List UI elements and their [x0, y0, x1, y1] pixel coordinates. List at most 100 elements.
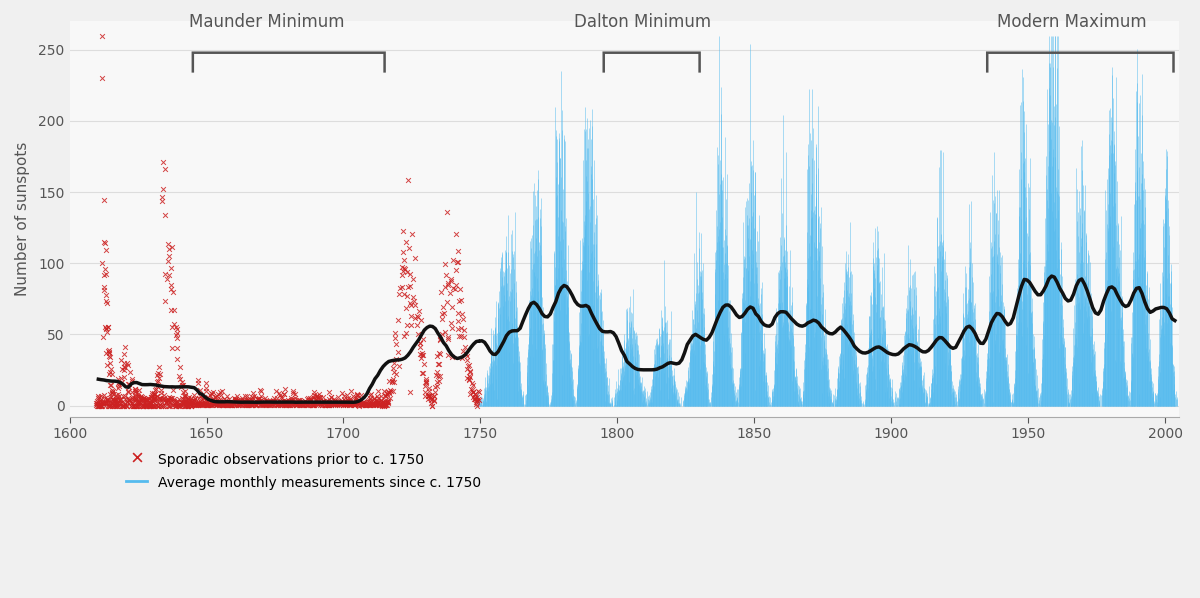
Point [88, 396, 107, 406]
Point [100, 401, 119, 410]
Point [372, 391, 391, 401]
Point [242, 399, 262, 409]
Point [224, 399, 244, 409]
Point [325, 399, 344, 409]
Point [208, 399, 227, 409]
Point [350, 396, 370, 406]
Point [194, 399, 214, 409]
Point [164, 305, 184, 315]
Point [200, 398, 220, 407]
Point [456, 349, 475, 358]
Point [415, 381, 434, 390]
Point [270, 399, 289, 409]
Point [202, 388, 221, 398]
Point [299, 400, 318, 410]
Point [150, 374, 169, 383]
Point [223, 398, 242, 407]
Point [313, 396, 332, 405]
Point [344, 399, 364, 408]
Point [124, 401, 143, 410]
Point [96, 398, 115, 408]
Point [311, 393, 330, 403]
Point [235, 396, 254, 406]
Point [352, 399, 371, 408]
Point [199, 401, 218, 410]
Point [115, 392, 134, 401]
Point [198, 392, 217, 401]
Point [156, 398, 175, 407]
Point [416, 375, 436, 385]
Point [143, 401, 162, 410]
Point [220, 400, 239, 410]
Point [95, 237, 114, 247]
Point [178, 395, 197, 405]
Point [212, 399, 232, 409]
Point [305, 399, 324, 408]
Point [230, 395, 250, 404]
Point [319, 394, 338, 404]
Point [271, 397, 290, 407]
Point [157, 397, 176, 407]
Point [262, 400, 281, 410]
Point [194, 400, 214, 410]
Point [349, 401, 368, 410]
Point [179, 401, 198, 410]
Point [190, 399, 209, 409]
Point [227, 396, 246, 405]
Point [101, 401, 120, 410]
Point [419, 391, 438, 401]
Point [392, 282, 412, 292]
Point [360, 397, 379, 407]
Point [426, 370, 445, 380]
Point [110, 395, 130, 404]
Point [227, 394, 246, 404]
Point [175, 390, 194, 400]
Point [168, 400, 187, 410]
Point [184, 398, 203, 408]
Point [368, 386, 388, 395]
Point [106, 395, 125, 405]
Point [306, 391, 325, 401]
Point [347, 392, 366, 401]
Point [187, 398, 206, 408]
Point [114, 358, 133, 368]
Point [229, 400, 248, 410]
Point [156, 296, 175, 306]
Point [163, 385, 182, 395]
Point [103, 387, 122, 396]
Point [229, 399, 248, 408]
Point [114, 363, 133, 373]
Point [457, 364, 476, 374]
Point [160, 251, 179, 261]
Point [178, 399, 197, 408]
Point [466, 394, 485, 404]
Point [461, 367, 480, 377]
Point [416, 377, 436, 387]
Point [145, 401, 164, 410]
Point [467, 393, 486, 402]
Point [311, 399, 330, 408]
Point [281, 397, 300, 407]
Point [238, 401, 257, 410]
Point [374, 397, 394, 407]
Point [142, 389, 161, 398]
Point [361, 389, 380, 399]
Point [455, 342, 474, 352]
Point [386, 340, 406, 349]
Point [193, 393, 212, 402]
Point [370, 399, 389, 408]
Point [133, 393, 152, 402]
Point [413, 348, 432, 358]
Point [102, 394, 121, 404]
Point [233, 395, 252, 405]
Point [403, 292, 422, 302]
Point [127, 397, 146, 407]
Point [367, 400, 386, 410]
Point [202, 389, 221, 399]
Point [310, 390, 329, 399]
Point [140, 397, 160, 407]
Point [152, 395, 172, 404]
Point [196, 398, 215, 408]
Point [289, 395, 308, 405]
Point [416, 378, 436, 388]
